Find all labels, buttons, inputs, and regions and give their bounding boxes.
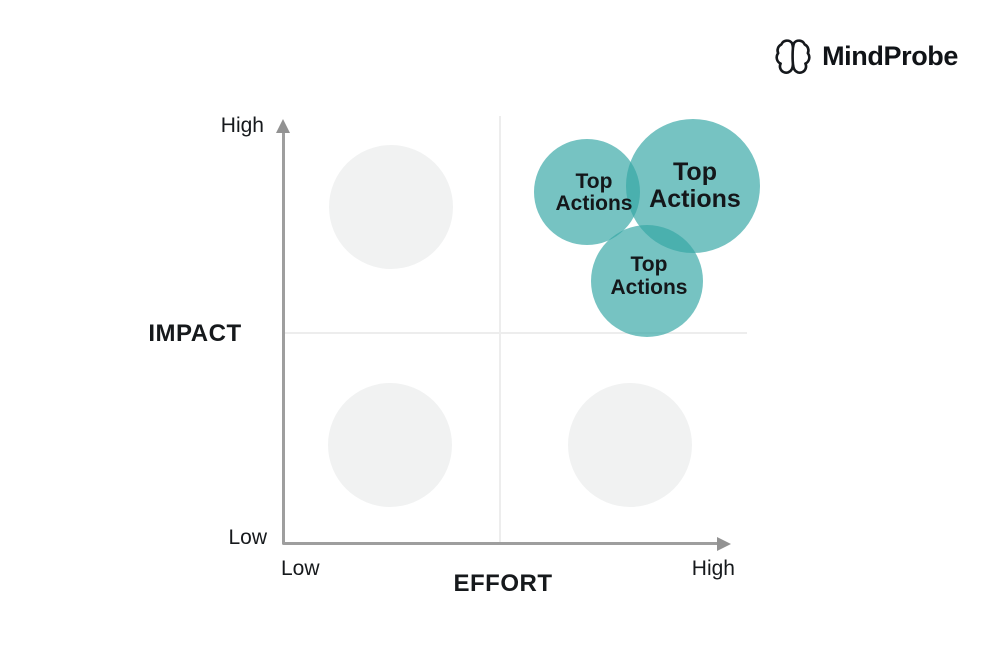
bubble-label-line: Top [673,158,717,186]
x-axis-max-label: High [691,557,735,580]
placeholder-circle-high-impact-low-effort [329,145,453,269]
y-axis-min-label: Low [228,526,267,549]
top-actions-label-upper-right: Top Actions [624,159,766,213]
y-axis-title: IMPACT [148,320,242,347]
bubble-label-line: Top [630,253,668,276]
top-actions-label-lower: Top Actions [588,253,710,299]
brain-icon [773,36,813,76]
brand-name: MindProbe [822,40,958,71]
y-axis-arrowhead-icon [276,119,290,133]
top-actions-bubble-lower [591,225,703,337]
x-axis-arrowhead-icon [717,537,731,551]
top-actions-bubble-upper-left [534,139,640,245]
bubble-label-line: Actions [649,185,741,213]
quadrant-divider-vertical [499,116,501,543]
x-axis-line [283,542,719,545]
x-axis-title: EFFORT [453,570,553,597]
x-axis-min-label: Low [281,557,320,580]
placeholder-circle-low-impact-low-effort [328,383,452,507]
top-actions-label-upper-left: Top Actions [534,171,654,215]
placeholder-circle-low-impact-high-effort [568,383,692,507]
y-axis-max-label: High [220,114,264,137]
bubble-label-line: Actions [610,276,688,299]
brand-logo: MindProbe [773,36,958,76]
y-axis-line [282,132,285,545]
bubble-label-line: Actions [555,192,633,215]
bubble-label-line: Top [575,170,613,193]
quadrant-divider-horizontal [285,332,747,334]
